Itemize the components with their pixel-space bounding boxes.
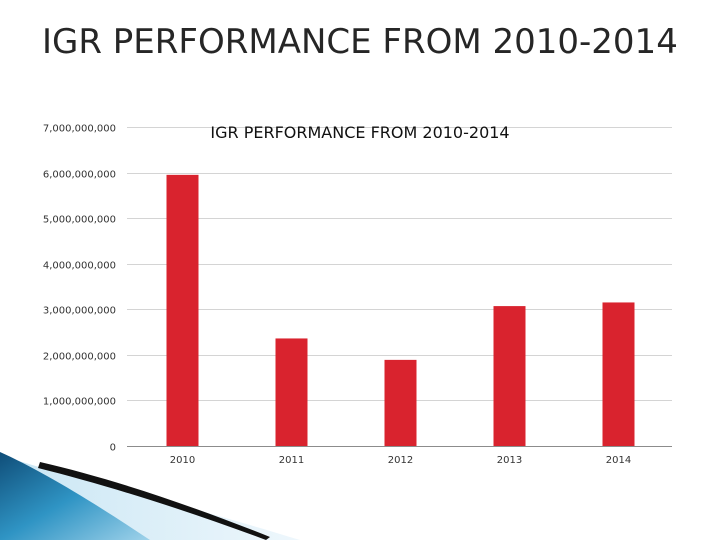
x-tick-label: 2014 [606,455,631,466]
bar-2010 [166,174,199,446]
y-tick-label: 0 [110,443,116,454]
y-tick-label: 5,000,000,000 [43,215,116,226]
swoosh-blue-band [0,452,150,540]
x-tick-label: 2012 [388,455,413,466]
bars [166,174,635,446]
bar-2012 [384,359,417,446]
bar-2014 [602,302,635,446]
x-tick-labels: 2010 2011 2012 2013 2014 [170,455,631,466]
bar-2013 [493,306,526,446]
chart-title: IGR PERFORMANCE FROM 2010-2014 [210,123,509,142]
bar-2011 [275,338,308,446]
y-tick-label: 1,000,000,000 [43,397,116,408]
y-tick-label: 6,000,000,000 [43,170,116,181]
x-tick-label: 2011 [279,455,304,466]
y-tick-labels: 0 1,000,000,000 2,000,000,000 3,000,000,000… [43,124,116,454]
slide-title: IGR PERFORMANCE FROM 2010-2014 [42,22,678,62]
y-tick-label: 7,000,000,000 [43,124,116,135]
x-tick-label: 2010 [170,455,195,466]
x-tick-label: 2013 [497,455,522,466]
corner-swoosh-decoration [0,452,300,540]
gridlines [127,127,672,401]
y-tick-label: 4,000,000,000 [43,261,116,272]
y-tick-label: 3,000,000,000 [43,306,116,317]
swoosh-black-stroke [38,462,270,540]
y-tick-label: 2,000,000,000 [43,352,116,363]
